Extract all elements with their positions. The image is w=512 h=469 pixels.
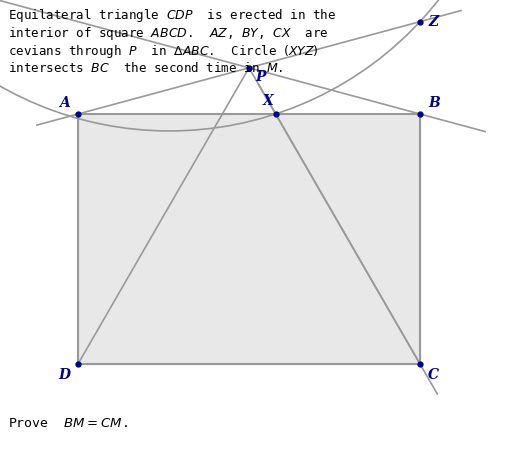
Text: Z: Z: [428, 15, 438, 29]
Text: cevians through $P$  in $\Delta ABC$.  Circle $(XYZ)$: cevians through $P$ in $\Delta ABC$. Cir…: [8, 43, 318, 60]
Text: Equilateral triangle $CDP$  is erected in the: Equilateral triangle $CDP$ is erected in…: [8, 7, 336, 24]
Polygon shape: [78, 114, 420, 364]
Text: P: P: [255, 70, 266, 84]
Text: intersects $BC$  the second time in $M$.: intersects $BC$ the second time in $M$.: [8, 61, 284, 75]
Text: Prove  $BM = CM$.: Prove $BM = CM$.: [8, 417, 128, 430]
Text: D: D: [58, 368, 70, 382]
Text: C: C: [428, 368, 439, 382]
Text: X: X: [263, 94, 273, 107]
Text: A: A: [59, 96, 70, 110]
Text: interior of square $ABCD$.  $AZ$, $BY$, $CX$  are: interior of square $ABCD$. $AZ$, $BY$, $…: [8, 25, 329, 42]
Text: B: B: [428, 96, 440, 110]
